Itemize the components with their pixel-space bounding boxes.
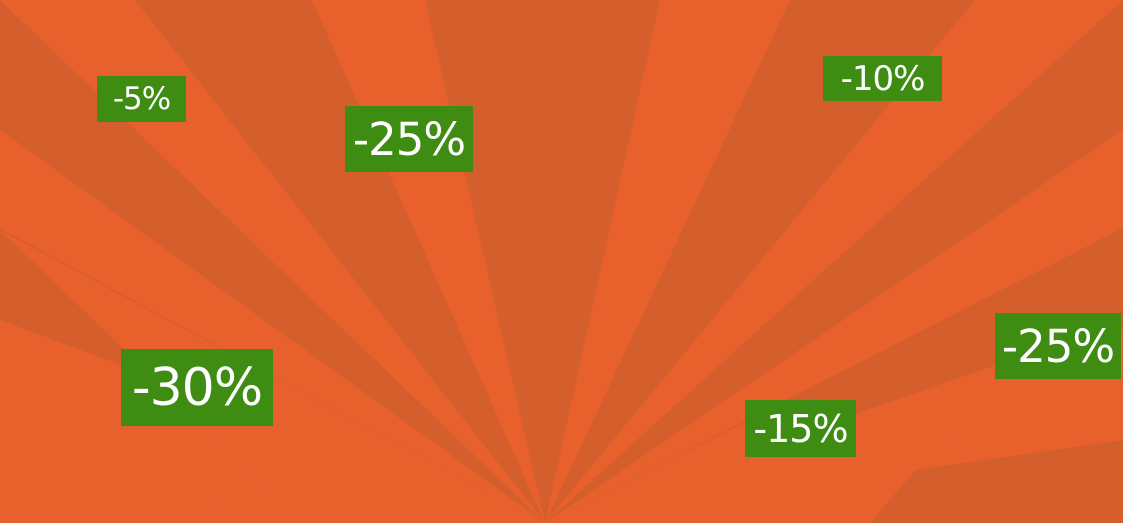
sunburst-ray [545, 400, 790, 523]
discount-badge: -25% [345, 106, 473, 172]
discount-badge: -30% [121, 349, 273, 426]
sunburst-ray [545, 130, 1123, 523]
sunburst-ray [545, 0, 790, 523]
discount-badge: -10% [823, 56, 942, 101]
discount-badge: -5% [97, 76, 186, 122]
discount-badge: -25% [995, 313, 1121, 379]
sunburst-ray [0, 130, 545, 523]
discount-badge: -15% [745, 400, 856, 457]
sunburst-ray [0, 0, 545, 523]
sunburst-ray [545, 0, 1123, 523]
